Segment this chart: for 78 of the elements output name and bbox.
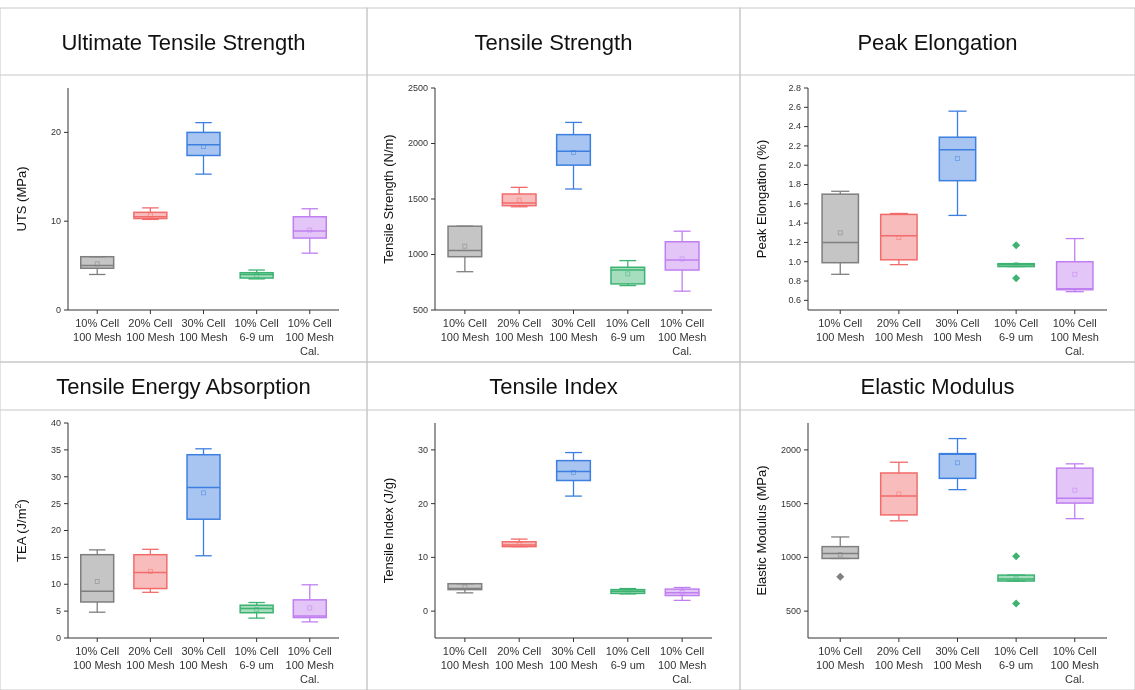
x-tick-label: 20% Cell 100 Mesh [126,645,175,671]
y-tick-label: 1.4 [788,218,801,229]
x-tick-label: 10% Cell 100 Mesh Cal. [657,317,707,357]
x-tick-label: 10% Cell 6-9 um [605,645,650,671]
y-tick-label: 2000 [407,138,428,149]
x-tick-label: 10% Cell 100 Mesh Cal. [285,317,334,357]
x-tick-label: 20% Cell 100 Mesh [874,317,924,343]
y-tick-label: 5 [55,606,61,617]
x-tick-label: 10% Cell 6-9 um [605,317,650,343]
y-tick-label: 15 [50,552,61,563]
y-tick-label: 2.0 [788,160,801,171]
y-tick-label: 25 [50,498,61,509]
y-tick-label: 0 [422,606,428,617]
x-tick-label: 30% Cell 100 Mesh [933,645,982,671]
x-tick-label: 10% Cell 100 Mesh [816,645,865,671]
x-tick-label: 10% Cell 100 Mesh Cal. [1050,317,1099,357]
y-tick-label: 30 [50,471,61,482]
chart-title: Elastic Modulus [860,374,1015,399]
y-axis-title: Elastic Modulus (MPa) [754,465,769,596]
x-tick-label: 10% Cell 100 Mesh [73,645,122,671]
y-tick-label: 1500 [407,193,428,204]
x-tick-label: 10% Cell 100 Mesh [73,317,122,343]
x-tick-label: 10% Cell 6-9 um [234,645,279,671]
x-tick-label: 30% Cell 100 Mesh [179,317,228,343]
y-tick-label: 1.2 [788,237,801,248]
chart-title: Ultimate Tensile Strength [61,29,306,55]
y-tick-label: 1500 [780,498,801,509]
y-axis-title: Tensile Strength (N/m) [381,134,396,264]
y-tick-label: 40 [50,417,61,428]
x-tick-label: 10% Cell 6-9 um [234,317,279,343]
x-tick-label: 10% Cell 100 Mesh [816,317,865,343]
y-tick-label: 2.6 [788,102,801,113]
x-tick-label: 30% Cell 100 Mesh [549,317,598,343]
y-tick-label: 1.6 [788,198,801,209]
x-tick-label: 10% Cell 100 Mesh Cal. [657,645,707,685]
y-tick-label: 1.0 [788,256,801,267]
y-tick-label: 2.4 [788,121,801,132]
y-tick-label: 10 [417,552,428,563]
x-tick-label: 30% Cell 100 Mesh [179,645,228,671]
x-tick-label: 10% Cell 100 Mesh [440,317,490,343]
y-tick-label: 20 [50,525,61,536]
y-tick-label: 20 [417,498,428,509]
y-tick-label: 2.8 [788,82,801,93]
chart-title: Peak Elongation [857,29,1018,55]
y-tick-label: 0.6 [788,295,801,306]
y-tick-label: 1000 [780,552,801,563]
y-axis-title: UTS (MPa) [14,166,29,232]
x-tick-label: 20% Cell 100 Mesh [126,317,175,343]
x-tick-label: 20% Cell 100 Mesh [874,645,924,671]
y-tick-label: 10 [50,579,61,590]
y-tick-label: 1.8 [788,179,801,190]
y-tick-label: 1000 [407,249,428,260]
x-tick-label: 10% Cell 100 Mesh [440,645,490,671]
x-tick-label: 30% Cell 100 Mesh [933,317,982,343]
chart-title: Tensile Energy Absorption [56,374,311,399]
y-axis-title: Tensile Index (J/g) [381,477,396,584]
y-tick-label: 35 [50,444,61,455]
y-tick-label: 2000 [780,444,801,455]
x-tick-label: 10% Cell 6-9 um [994,645,1039,671]
y-axis-title: Peak Elongation (%) [754,139,769,259]
y-tick-label: 0 [55,304,61,315]
x-tick-label: 10% Cell 100 Mesh Cal. [285,645,334,685]
y-tick-label: 0.8 [788,275,801,286]
chart-title: Tensile Index [489,374,618,399]
x-tick-label: 10% Cell 100 Mesh Cal. [1050,645,1099,685]
x-tick-label: 20% Cell 100 Mesh [495,645,544,671]
y-tick-label: 10 [50,216,61,227]
x-tick-label: 10% Cell 6-9 um [994,317,1039,343]
y-tick-label: 2.2 [788,140,801,151]
y-tick-label: 2500 [407,82,428,93]
y-tick-label: 20 [50,127,61,138]
chart-title: Tensile Strength [474,29,633,55]
y-tick-label: 500 [785,606,801,617]
y-tick-label: 500 [412,304,428,315]
x-tick-label: 30% Cell 100 Mesh [549,645,598,671]
x-tick-label: 20% Cell 100 Mesh [495,317,544,343]
y-tick-label: 30 [417,444,428,455]
y-tick-label: 0 [55,632,61,643]
